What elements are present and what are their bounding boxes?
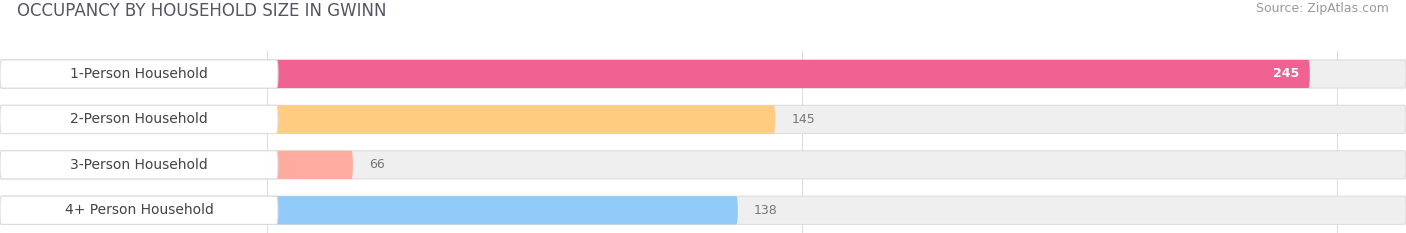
FancyBboxPatch shape: [0, 151, 278, 179]
Text: 66: 66: [368, 158, 385, 171]
FancyBboxPatch shape: [0, 105, 775, 134]
FancyBboxPatch shape: [0, 196, 278, 224]
FancyBboxPatch shape: [0, 196, 738, 224]
Text: 1-Person Household: 1-Person Household: [70, 67, 208, 81]
FancyBboxPatch shape: [0, 151, 1406, 179]
Text: 245: 245: [1272, 68, 1299, 80]
Text: 2-Person Household: 2-Person Household: [70, 112, 208, 127]
FancyBboxPatch shape: [0, 105, 1406, 134]
Text: 145: 145: [792, 113, 815, 126]
FancyBboxPatch shape: [0, 196, 1406, 224]
FancyBboxPatch shape: [0, 105, 278, 134]
Text: 4+ Person Household: 4+ Person Household: [65, 203, 214, 217]
FancyBboxPatch shape: [0, 60, 1406, 88]
Text: 138: 138: [754, 204, 778, 217]
Text: OCCUPANCY BY HOUSEHOLD SIZE IN GWINN: OCCUPANCY BY HOUSEHOLD SIZE IN GWINN: [17, 2, 387, 20]
FancyBboxPatch shape: [0, 151, 353, 179]
FancyBboxPatch shape: [0, 60, 278, 88]
Text: 3-Person Household: 3-Person Household: [70, 158, 208, 172]
FancyBboxPatch shape: [0, 60, 1310, 88]
Text: Source: ZipAtlas.com: Source: ZipAtlas.com: [1256, 2, 1389, 15]
